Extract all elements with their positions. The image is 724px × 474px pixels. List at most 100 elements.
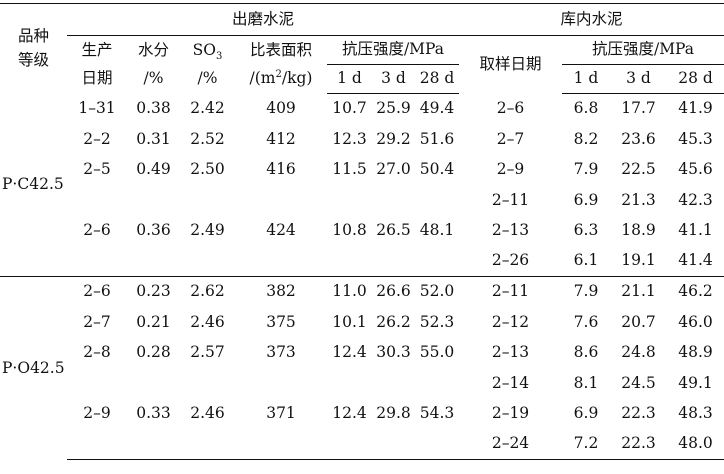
surface-area-cell: 371 [266,404,296,422]
out-1d-header: 1 d [327,64,372,94]
production-date-cell: 2–6 [83,221,111,239]
surface-area-cell: 416 [266,160,296,178]
in-strength-1d-cell: 8.1 [573,373,599,392]
so3-header-main: SO [192,41,216,60]
out-strength-1d-cell [327,246,372,277]
in-strength-28d-cell: 48.0 [667,429,724,460]
moisture-cell: 0.36 [136,221,171,239]
production-date-header-line2: 日期 [81,68,113,87]
in-strength-1d-cell: 8.6 [573,343,599,361]
surface-area-cell [235,246,327,277]
so3-cell: 2.46 [190,312,225,331]
sample-date-cell: 2–24 [459,429,562,460]
out-mill-header: 出磨水泥 [67,3,459,36]
out-strength-1d-cell: 12.3 [332,129,367,148]
out-strength-1d-cell: 10.7 [332,99,367,118]
out-strength-1d-cell: 11.5 [332,160,367,178]
in-strength-1d-cell: 7.9 [573,160,599,178]
production-date-cell [67,429,127,460]
so3-cell: 2.50 [190,160,225,178]
sample-date-cell: 2–6 [496,99,525,117]
out-strength-3d-cell: 26.2 [376,312,411,331]
out-strength-1d-cell: 12.4 [332,404,367,422]
production-date-cell [67,185,127,216]
out-strength-28d-cell [415,246,459,277]
in-strength-1d-cell: 6.1 [573,251,599,270]
in-strength-28d-cell: 41.1 [678,221,713,239]
surface-area-cell [235,429,327,460]
so3-cell: 2.49 [190,221,225,239]
table-row: P·C42.5 1–31 0.38 2.42 409 10.7 25.9 49.4 2–6 6.8… [0,94,724,191]
out-strength-3d-cell: 26.5 [376,221,411,239]
out-strength-3d-cell: 26.6 [372,276,415,307]
out-strength-3d-cell: 29.8 [376,404,411,422]
out-strength-1d-cell: 10.8 [332,221,367,239]
surface-area-cell: 424 [266,221,296,239]
in-1d-header: 1 d [562,64,610,94]
in-strength-1d-cell: 6.9 [573,404,599,422]
in-strength-header: 抗压强度/MPa [562,35,724,65]
sample-date-header: 取样日期 [479,55,542,73]
sample-date-cell: 2–11 [459,276,562,307]
out-strength-1d-cell: 10.1 [332,312,367,331]
out-strength-3d-cell: 29.2 [376,129,411,148]
out-strength-3d-cell: 27.0 [376,160,411,178]
out-strength-1d-cell [327,185,372,216]
in-strength-1d-cell: 7.9 [562,276,610,307]
out-strength-28d-cell: 50.4 [419,160,455,178]
surface-area-unit-sup: 2 [275,68,282,80]
sample-date-cell: 2–14 [491,373,530,392]
out-strength-header: 抗压强度/MPa [327,35,459,65]
in-28d-header: 28 d [667,64,724,94]
table-row: 2–7 0.21 2.46 375 10.1 26.2 52.3 2–12 7.6 20.7 46.… [0,307,724,338]
surface-area-cell: 373 [266,343,296,361]
surface-area-cell [235,185,327,216]
production-date-cell: 2–9 [83,404,111,422]
out-strength-28d-cell [415,368,459,399]
moisture-header-line2: /% [143,68,164,87]
so3-cell: 2.62 [180,276,235,307]
out-3d-header: 3 d [372,64,415,94]
grade-cell: P·O42.5 [0,276,67,460]
table-row: 2–9 0.33 2.46 371 12.4 29.8 54.3 2–19 6.9 22.3 48.… [0,399,724,430]
so3-cell: 2.57 [190,343,225,361]
table-row: 2–6 0.36 2.49 424 10.8 26.5 48.1 2–13 6.3 18.9 41.… [0,216,724,247]
surface-area-unit-pre: /(m [249,68,276,87]
table-row: 2–2 0.31 2.52 412 12.3 29.2 51.6 2–7 8.2 23.6 45.3 [0,124,724,155]
surface-area-cell: 412 [266,129,296,148]
sample-date-cell: 2–9 [496,160,525,178]
surface-area-cell [235,368,327,399]
out-28d-header: 28 d [415,64,459,94]
table-row: 2–5 0.49 2.50 416 11.5 27.0 50.4 2–9 7.9 22.5 45.6 [0,155,724,186]
out-strength-28d-cell: 52.0 [415,276,459,307]
in-strength-28d-cell: 46.0 [678,312,713,331]
production-date-header: 生产 日期 [67,36,127,94]
table-row: 2–26 6.1 19.1 41.4 [0,246,724,277]
out-strength-28d-cell: 55.0 [419,343,455,361]
in-strength-28d-cell: 48.9 [678,343,713,361]
production-date-cell: 2–7 [83,312,111,331]
moisture-cell [127,368,180,399]
moisture-cell [127,429,180,460]
table-row: 2–14 8.1 24.5 49.1 [0,368,724,399]
out-strength-3d-cell [372,429,415,460]
sample-date-cell: 2–19 [491,404,530,422]
out-strength-3d-cell [372,246,415,277]
out-strength-28d-cell: 48.1 [419,221,455,239]
so3-cell [180,368,235,399]
table-row: P·O42.5 2–6 0.23 2.62 382 11.0 26.6 52.0 2–11 7.9… [0,276,724,460]
moisture-header-line1: 水分 [137,41,169,60]
surface-area-unit-post: /kg) [281,68,313,87]
out-strength-28d-cell [415,185,459,216]
in-strength-28d-cell: 46.2 [667,276,724,307]
in-strength-28d-cell: 42.3 [678,190,713,209]
production-date-cell: 1–31 [78,99,116,117]
out-strength-28d-cell [415,429,459,460]
so3-cell [180,429,235,460]
in-strength-1d-cell: 6.9 [573,190,599,209]
moisture-cell: 0.49 [136,160,171,178]
so3-header-sub: 3 [215,51,223,63]
cement-strength-table: 品种 等级 出磨水泥 库内水泥 生产 日期 水分 /% SO3 /% [0,3,724,460]
sample-date-cell: 2–12 [491,312,530,331]
in-strength-1d-cell: 7.6 [573,312,599,331]
